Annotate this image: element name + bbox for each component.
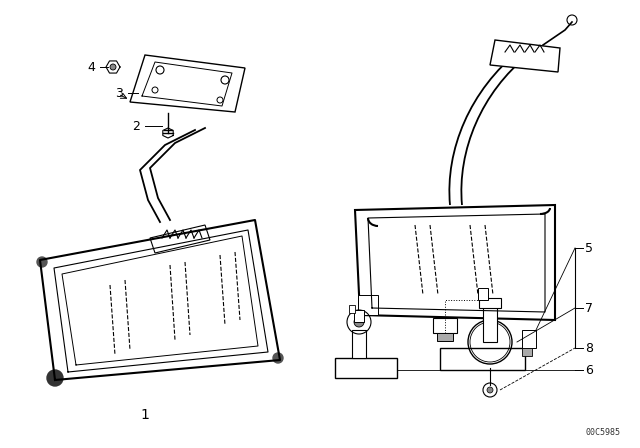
Text: 5: 5 (585, 241, 593, 254)
Bar (352, 330, 366, 358)
Circle shape (47, 370, 63, 386)
Circle shape (273, 353, 283, 363)
Bar (440, 348, 525, 370)
Polygon shape (150, 225, 210, 253)
Text: 3: 3 (115, 86, 123, 99)
Text: 7: 7 (585, 302, 593, 314)
Circle shape (110, 64, 116, 70)
Bar (354, 310, 364, 322)
Bar (483, 305, 497, 342)
Bar (522, 348, 532, 356)
Polygon shape (355, 205, 555, 320)
Circle shape (487, 387, 493, 393)
Text: 4: 4 (87, 60, 95, 73)
Bar (349, 305, 355, 313)
Bar (433, 318, 457, 333)
Bar (335, 358, 397, 378)
Text: 2: 2 (132, 120, 140, 133)
Text: 8: 8 (585, 341, 593, 354)
Circle shape (37, 257, 47, 267)
Bar (437, 333, 453, 341)
Text: 00C5985: 00C5985 (585, 427, 620, 436)
Circle shape (354, 317, 364, 327)
Polygon shape (490, 40, 560, 72)
Bar (478, 288, 488, 300)
Polygon shape (130, 55, 245, 112)
Bar (358, 295, 378, 315)
Text: 6: 6 (585, 363, 593, 376)
Bar (522, 330, 536, 348)
Bar (479, 298, 501, 308)
Text: 1: 1 (141, 408, 149, 422)
